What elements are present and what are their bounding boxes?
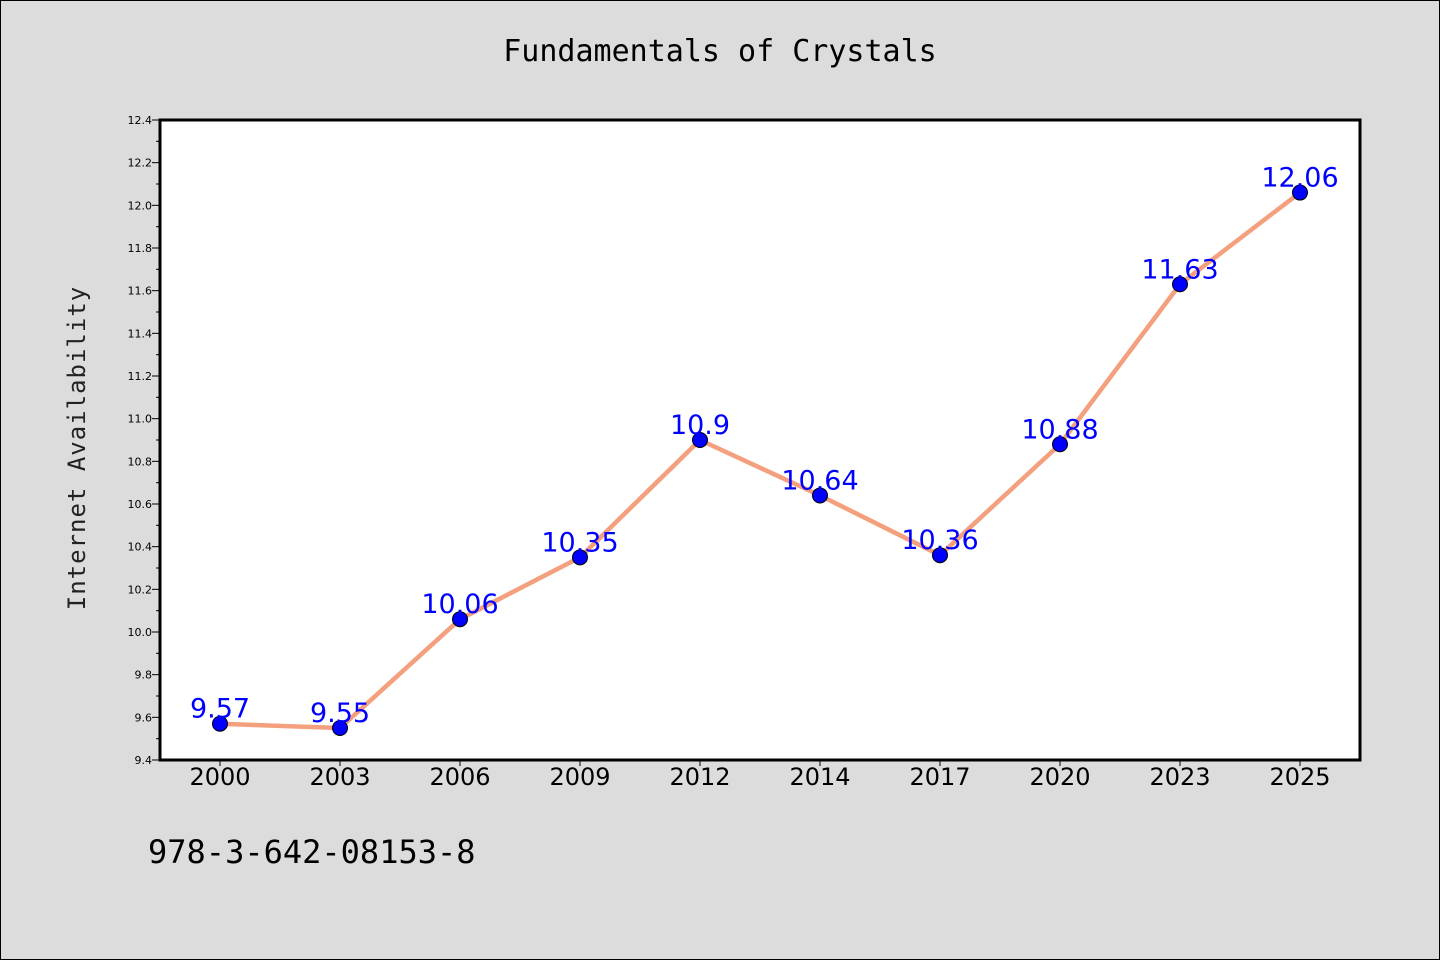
plot-border <box>158 118 1362 762</box>
x-tick-label: 2006 <box>429 763 490 791</box>
x-tick-label: 2014 <box>789 763 850 791</box>
chart-title: Fundamentals of Crystals <box>503 34 937 69</box>
y-tick-label: 12.4 <box>128 114 153 127</box>
x-tick-label: 2025 <box>1269 763 1330 791</box>
x-tick-label: 2017 <box>909 763 970 791</box>
y-tick-label: 11.6 <box>128 285 153 298</box>
data-label: 10.36 <box>901 525 978 556</box>
data-point <box>212 715 228 732</box>
x-tick-label: 2000 <box>189 763 250 791</box>
x-tick-label: 2009 <box>549 763 610 791</box>
data-label: 10.35 <box>541 527 618 558</box>
series-line <box>217 190 1303 731</box>
x-tick-label: 2020 <box>1029 763 1090 791</box>
y-tick-label: 12.2 <box>128 157 153 170</box>
data-label: 12.06 <box>1261 163 1338 194</box>
y-tick-label: 11.2 <box>128 370 153 383</box>
y-tick-label: 10.4 <box>128 541 153 554</box>
data-point <box>572 549 588 566</box>
data-point <box>1292 184 1308 201</box>
y-tick-label: 11.0 <box>128 413 153 426</box>
x-tick-label: 2012 <box>669 763 730 791</box>
plot-area <box>160 120 1360 760</box>
y-tick-label: 9.6 <box>135 711 153 724</box>
data-label: 10.06 <box>421 589 498 620</box>
data-label: 10.64 <box>781 465 858 496</box>
y-tick-label: 10.0 <box>128 626 153 639</box>
y-tick-label: 12.0 <box>128 199 153 212</box>
x-tick-label: 2023 <box>1149 763 1210 791</box>
data-point <box>452 611 468 628</box>
data-label: 10.9 <box>670 410 730 441</box>
y-tick-label: 9.4 <box>135 754 153 767</box>
y-tick-label: 10.8 <box>128 455 153 468</box>
data-point <box>1172 276 1188 293</box>
isbn-footer: 978-3-642-08153-8 <box>148 833 476 871</box>
data-label: 10.88 <box>1021 414 1098 445</box>
data-label: 11.63 <box>1141 254 1218 285</box>
data-label: 9.57 <box>190 694 250 725</box>
data-point <box>332 720 348 736</box>
data-point <box>692 432 708 448</box>
y-tick-label: 10.2 <box>128 583 153 596</box>
y-tick-label: 10.6 <box>128 498 153 511</box>
data-point <box>1052 436 1068 453</box>
data-label: 9.55 <box>310 698 370 729</box>
x-tick-label: 2003 <box>309 763 370 791</box>
y-tick-label: 9.8 <box>135 669 153 682</box>
y-tick-label: 11.4 <box>128 327 153 340</box>
y-tick-label: 11.8 <box>128 242 153 255</box>
data-point <box>932 547 948 564</box>
data-point <box>812 487 828 504</box>
